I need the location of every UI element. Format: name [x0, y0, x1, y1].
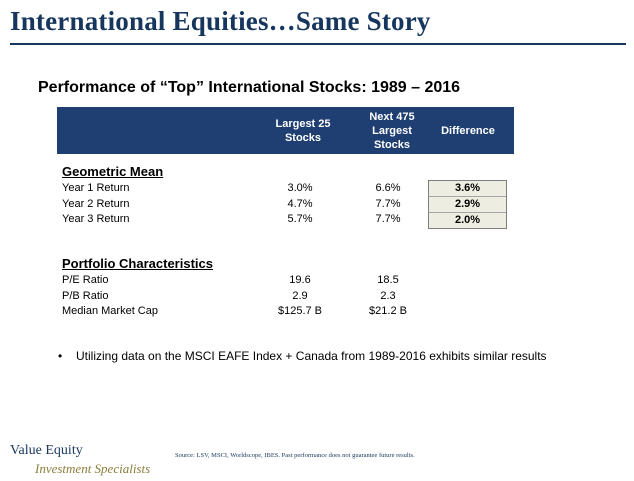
value-next-pb-ratio: 2.3	[380, 290, 396, 302]
footer-logo-line1: Value Equity	[10, 443, 83, 458]
section-heading-geometric-mean: Geometric Mean	[62, 164, 164, 179]
footer-source: Source: LSV, MSCI, Worldscope, IBES. Pas…	[175, 452, 415, 459]
bullet-point: • Utilizing data on the MSCI EAFE Index +…	[58, 349, 547, 363]
value-largest-year-1: 3.0%	[287, 182, 313, 194]
header-next-475-line3: Stocks	[373, 139, 411, 151]
table-subtitle: Performance of “Top” International Stock…	[38, 79, 461, 96]
value-largest-median-market-cap: $125.7 B	[277, 305, 323, 317]
header-next-475-line2: Largest	[372, 125, 412, 137]
row-label-year-2: Year 2 Return	[62, 198, 130, 210]
header-largest-25: Largest 25 Stocks	[263, 117, 343, 145]
value-next-year-1: 6.6%	[375, 182, 401, 194]
difference-year-1: 3.6%	[454, 182, 481, 194]
difference-year-2: 2.9%	[429, 196, 506, 213]
value-next-pe-ratio: 18.5	[377, 274, 399, 286]
header-difference: Difference	[441, 125, 495, 137]
section-heading-portfolio-characteristics: Portfolio Characteristics	[62, 256, 213, 271]
row-label-median-market-cap: Median Market Cap	[62, 305, 158, 317]
row-label-pe-ratio: P/E Ratio	[62, 274, 109, 286]
value-next-median-market-cap: $21.2 B	[369, 305, 407, 317]
title-rule	[10, 43, 626, 45]
bullet-marker: •	[58, 349, 63, 363]
header-next-475: Next 475 Largest Stocks	[352, 110, 432, 152]
value-largest-pb-ratio: 2.9	[292, 290, 308, 302]
bullet-text: Utilizing data on the MSCI EAFE Index + …	[76, 349, 547, 363]
footer-logo-line2: Investment Specialists	[35, 461, 151, 476]
header-largest-25-line2: Stocks	[284, 132, 322, 144]
slide-title: International Equities…Same Story	[10, 6, 431, 36]
row-label-pb-ratio: P/B Ratio	[62, 290, 109, 302]
value-largest-pe-ratio: 19.6	[289, 274, 311, 286]
header-largest-25-line1: Largest 25	[275, 118, 331, 130]
table-header-band: Largest 25 Stocks Next 475 Largest Stock…	[57, 107, 514, 154]
row-label-year-3: Year 3 Return	[62, 213, 130, 225]
header-next-475-line1: Next 475	[369, 111, 415, 123]
difference-box: 3.6% 2.9% 2.0%	[428, 180, 507, 229]
difference-year-3: 2.0%	[454, 214, 481, 226]
value-largest-year-2: 4.7%	[287, 198, 313, 210]
value-next-year-2: 7.7%	[375, 198, 401, 210]
value-next-year-3: 7.7%	[375, 213, 401, 225]
value-largest-year-3: 5.7%	[287, 213, 313, 225]
row-label-year-1: Year 1 Return	[62, 182, 130, 194]
